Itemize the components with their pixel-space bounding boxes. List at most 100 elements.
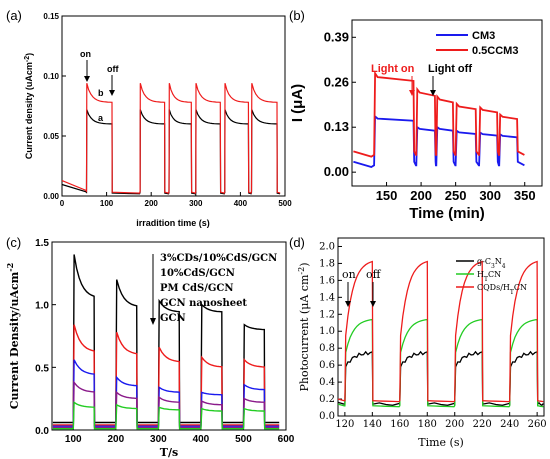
panel-b-light-off-arrow bbox=[430, 76, 436, 96]
x-tick-label: 200 bbox=[410, 188, 432, 203]
panel-d-off-label: off bbox=[366, 268, 382, 281]
legend-label-pm-cds-gcn: PM CdS/GCN bbox=[160, 283, 234, 294]
x-tick-label: 180 bbox=[418, 419, 437, 430]
x-tick-label: 350 bbox=[514, 188, 536, 203]
panel-d-on-arrow bbox=[345, 282, 351, 307]
y-tick-label: 0.05 bbox=[43, 132, 59, 141]
legend-label-gcn: GCN bbox=[160, 313, 186, 324]
y-tick-label: 0.2 bbox=[319, 394, 335, 405]
y-tick-label: 0.4 bbox=[319, 377, 335, 388]
legend-label-cds-cds-gcn: 3%CDs/10%CdS/GCN bbox=[160, 253, 277, 264]
y-tick-label: 1.5 bbox=[35, 238, 49, 249]
series-line-gcn-nanosheet bbox=[52, 380, 280, 429]
x-tick-label: 250 bbox=[445, 188, 467, 203]
panel-c-legend: 3%CDs/10%CdS/GCN 10%CdS/GCN PM CdS/GCN G… bbox=[150, 253, 277, 325]
panel-d-on-label: on bbox=[342, 268, 356, 281]
y-tick-label: 1.0 bbox=[319, 326, 335, 337]
series-line-gcn bbox=[52, 401, 280, 430]
y-tick-label: 1.8 bbox=[319, 258, 335, 269]
panel-d-ylabel-end: ) bbox=[298, 263, 311, 267]
panel-a-curve-a-label: a bbox=[98, 113, 104, 123]
x-tick-label: 400 bbox=[234, 199, 248, 208]
series-line-cds-gcn bbox=[52, 324, 280, 426]
x-tick-label: 300 bbox=[479, 188, 501, 203]
panel-d-ylabel-main: Photocurrent (μA cm bbox=[298, 274, 311, 391]
y-tick-label: 0.0 bbox=[35, 426, 49, 437]
x-tick-label: 200 bbox=[445, 419, 464, 430]
panel-c-frame bbox=[51, 241, 287, 431]
panel-d-label: (d) bbox=[289, 235, 305, 250]
panel-d-legend: g-C3N4 HTCN CQDs/HTCN bbox=[456, 257, 527, 296]
panel-a-curve-b-label: b bbox=[98, 88, 104, 98]
y-tick-label: 1.2 bbox=[319, 309, 335, 320]
panel-a-label: (a) bbox=[6, 8, 22, 23]
x-tick-label: 300 bbox=[150, 434, 167, 445]
panel-b-ticks: 150 200 250 300 350 0.00 0.13 0.26 0.39 bbox=[324, 29, 536, 203]
series-line-pm-cds-gcn bbox=[52, 359, 280, 427]
y-tick-label: 0.0 bbox=[319, 411, 335, 422]
x-tick-label: 140 bbox=[363, 419, 382, 430]
legend-label-cm3: CM3 bbox=[472, 30, 495, 42]
y-tick-label: 0.8 bbox=[319, 343, 335, 354]
legend-label-gcn-nanosheet: GCN nanosheet bbox=[160, 298, 247, 309]
panel-a-lines bbox=[61, 83, 281, 195]
panel-d-frame bbox=[337, 237, 545, 417]
panel-a-frame bbox=[61, 15, 286, 197]
panel-d-xlabel: Time (s) bbox=[418, 436, 464, 449]
series-line-gc3n4 bbox=[337, 350, 544, 407]
y-tick-label: 0.00 bbox=[43, 192, 59, 201]
x-tick-label: 400 bbox=[193, 434, 210, 445]
panel-c-ylabel-sup: -2 bbox=[5, 263, 15, 272]
series-line-htcn bbox=[337, 318, 544, 408]
x-tick-label: 500 bbox=[235, 434, 252, 445]
series-line-b bbox=[61, 83, 281, 194]
legend-label-05ccm3: 0.5CCM3 bbox=[472, 45, 518, 57]
y-tick-label: 0.13 bbox=[324, 119, 349, 134]
legend-label-htcn: HTCN bbox=[477, 270, 501, 283]
panel-d-ticks: 120 140 160 180 200 220 240 260 0.0 0.2 0.4 0.6 0.8 1… bbox=[319, 241, 547, 430]
panel-a-on-arrow bbox=[84, 60, 90, 82]
x-tick-label: 500 bbox=[278, 199, 292, 208]
x-tick-label: 0 bbox=[60, 199, 65, 208]
x-tick-label: 220 bbox=[473, 419, 492, 430]
panel-b-light-off-label: Light off bbox=[428, 63, 472, 75]
x-tick-label: 160 bbox=[390, 419, 409, 430]
panel-b-lines bbox=[353, 70, 525, 168]
panel-a-off-arrow bbox=[109, 75, 115, 96]
series-line-05ccm3 bbox=[353, 70, 525, 158]
panel-d-ylabel-sup: -2 bbox=[297, 267, 306, 275]
y-tick-label: 0.26 bbox=[324, 74, 349, 89]
y-tick-label: 1.4 bbox=[319, 292, 335, 303]
panel-a-ticks: 0 100 200 300 400 500 0.00 0.05 0.10 0.15 bbox=[43, 12, 292, 208]
panel-b-legend: CM3 0.5CCM3 bbox=[436, 30, 518, 57]
panel-b: (b) 150 200 250 300 350 0.00 0.13 0.26 0.39 Time… bbox=[289, 8, 543, 222]
x-tick-label: 260 bbox=[528, 419, 547, 430]
panel-a: (a) 0 100 200 300 400 500 0.00 0.05 0.10 0.15 irr… bbox=[6, 8, 292, 228]
panel-c-lines bbox=[52, 254, 280, 430]
panel-d-off-arrow bbox=[370, 282, 376, 307]
legend-label-gc3n4: g-C3N4 bbox=[477, 257, 506, 270]
panel-b-light-on-label: Light on bbox=[371, 63, 415, 75]
legend-label-cds-gcn: 10%CdS/GCN bbox=[160, 268, 235, 279]
x-tick-label: 240 bbox=[500, 419, 519, 430]
panel-b-label: (b) bbox=[289, 8, 305, 23]
series-line-cqds-htcn bbox=[337, 260, 544, 403]
y-tick-label: 0.00 bbox=[324, 164, 349, 179]
x-tick-label: 300 bbox=[189, 199, 203, 208]
panel-b-frame bbox=[351, 19, 543, 187]
series-line-cds-cds-gcn bbox=[52, 254, 280, 424]
panel-c: (c) 100 200 300 400 500 600 0.0 0.5 1.0 1.5 T/s C… bbox=[5, 235, 295, 459]
panel-d: (d) 120 140 160 180 200 220 240 260 0.0 0.2 0.4 0.6… bbox=[289, 235, 547, 449]
panel-b-xlabel: Time (min) bbox=[409, 205, 485, 222]
panel-a-ylabel-end: ) bbox=[24, 53, 34, 56]
panel-c-ylabel-main: Current Density/uAcm bbox=[8, 271, 21, 409]
x-tick-label: 100 bbox=[65, 434, 82, 445]
panel-d-lines bbox=[337, 260, 544, 408]
x-tick-label: 120 bbox=[335, 419, 354, 430]
y-tick-label: 1.0 bbox=[35, 301, 49, 312]
x-tick-label: 600 bbox=[278, 434, 295, 445]
series-line-a bbox=[61, 109, 281, 195]
y-tick-label: 0.10 bbox=[43, 72, 59, 81]
panel-a-ylabel-sup: -2 bbox=[24, 56, 31, 62]
